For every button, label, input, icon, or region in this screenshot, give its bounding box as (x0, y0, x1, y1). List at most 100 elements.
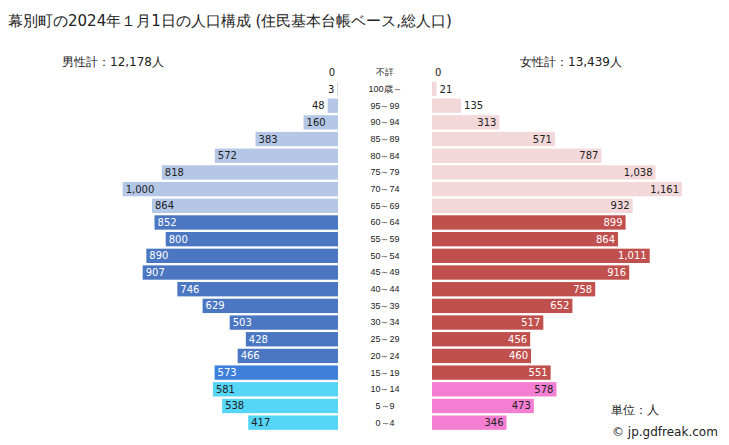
data-label: 571 (533, 134, 552, 145)
bar (432, 282, 595, 296)
data-label: 864 (155, 200, 174, 211)
tick-label: 20～24 (370, 351, 399, 361)
chart: 幕別町の2024年１月1日の人口構成 (住民基本台帳ベース,総人口) 男性計：12… (0, 0, 729, 445)
data-label: 1,000 (126, 184, 155, 195)
data-label: 746 (180, 284, 199, 295)
tick-label: 75～79 (370, 167, 399, 177)
tick-label: 70～74 (370, 184, 399, 194)
bar (432, 132, 555, 146)
annotation: © jp.gdfreak.com (612, 425, 718, 439)
data-label: 758 (573, 284, 592, 295)
data-label: 800 (169, 234, 188, 245)
data-label: 907 (146, 267, 165, 278)
data-label: 460 (509, 350, 528, 361)
data-label: 932 (611, 200, 630, 211)
data-label: 428 (249, 334, 268, 345)
tick-label: 100歳～ (368, 84, 401, 94)
bar (215, 365, 338, 379)
bar (155, 215, 338, 229)
tick: 0～4 (375, 418, 394, 428)
bar (152, 199, 338, 213)
data-label: 0 (329, 67, 335, 78)
tick: 30～34 (370, 317, 399, 327)
data-label: 890 (149, 250, 168, 261)
bar (432, 365, 551, 379)
bar (432, 299, 572, 313)
bar (432, 165, 656, 179)
data-label: 852 (158, 217, 177, 228)
bar (432, 215, 626, 229)
tick-label: 15～19 (370, 367, 399, 377)
bar (304, 115, 338, 129)
tick: 75～79 (370, 167, 399, 177)
data-label: 551 (529, 367, 548, 378)
bar (432, 182, 682, 196)
bar (246, 332, 338, 346)
category-axis: 不詳 100歳～ 95～99 90～94 85～89 80～84 75～79 70～74 65～… (368, 67, 401, 427)
tick: 100歳～ (368, 84, 401, 94)
data-label: 383 (259, 134, 278, 145)
tick-label: 65～69 (370, 201, 399, 211)
tick-label: 85～89 (370, 134, 399, 144)
data-label: 160 (307, 117, 326, 128)
tick-label: 0～4 (375, 418, 394, 428)
bar (143, 265, 338, 279)
data-label: 787 (579, 150, 598, 161)
bar (432, 315, 543, 329)
bar (222, 399, 338, 413)
data-label: 48 (312, 100, 325, 111)
tick-label: 80～84 (370, 151, 399, 161)
tick: 25～29 (370, 334, 399, 344)
bar (146, 249, 338, 263)
labels: 男性計：12,178人03481603835728181,00086485280… (62, 55, 679, 428)
tick-label: 90～94 (370, 117, 399, 127)
tick: 95～99 (370, 101, 399, 111)
data-label: 135 (464, 100, 483, 111)
bar (432, 415, 507, 429)
data-label: 578 (534, 384, 553, 395)
bar (432, 349, 531, 363)
data-label: 456 (508, 334, 527, 345)
bar (432, 199, 633, 213)
tick: 65～69 (370, 201, 399, 211)
bar (177, 282, 338, 296)
bar (432, 115, 499, 129)
tick: 35～39 (370, 301, 399, 311)
data-label: 3 (328, 84, 334, 95)
tick: 55～59 (370, 234, 399, 244)
tick-label: 5～9 (375, 401, 394, 411)
data-label: 517 (521, 317, 540, 328)
data-label: 346 (484, 417, 503, 428)
bar (123, 182, 338, 196)
bar (230, 315, 338, 329)
bar (203, 299, 338, 313)
bar (215, 149, 338, 163)
bar (432, 249, 650, 263)
data-label: 652 (550, 300, 569, 311)
data-label: 466 (241, 350, 260, 361)
tick: 45～49 (370, 267, 399, 277)
data-label: 538 (225, 400, 244, 411)
bar (328, 99, 338, 113)
series-name: 男性計：12,178人 (62, 55, 164, 69)
bar (432, 65, 433, 79)
title: 幕別町の2024年１月1日の人口構成 (住民基本台帳ベース,総人口) (8, 12, 452, 30)
tick: 50～54 (370, 251, 399, 261)
tick-label: 30～34 (370, 317, 399, 327)
data-label: 0 (435, 67, 441, 78)
data-label: 572 (218, 150, 237, 161)
tick-label: 25～29 (370, 334, 399, 344)
data-label: 473 (512, 400, 531, 411)
bar (162, 165, 338, 179)
tick: 10～14 (370, 384, 399, 394)
tick-label: 45～49 (370, 267, 399, 277)
series-name: 女性計：13,439人 (520, 55, 622, 69)
bar (432, 399, 534, 413)
bar (432, 332, 530, 346)
bar (213, 382, 338, 396)
tick-label: 60～64 (370, 217, 399, 227)
data-label: 503 (233, 317, 252, 328)
data-label: 916 (607, 267, 626, 278)
tick-label: 不詳 (376, 67, 394, 77)
data-label: 581 (216, 384, 235, 395)
